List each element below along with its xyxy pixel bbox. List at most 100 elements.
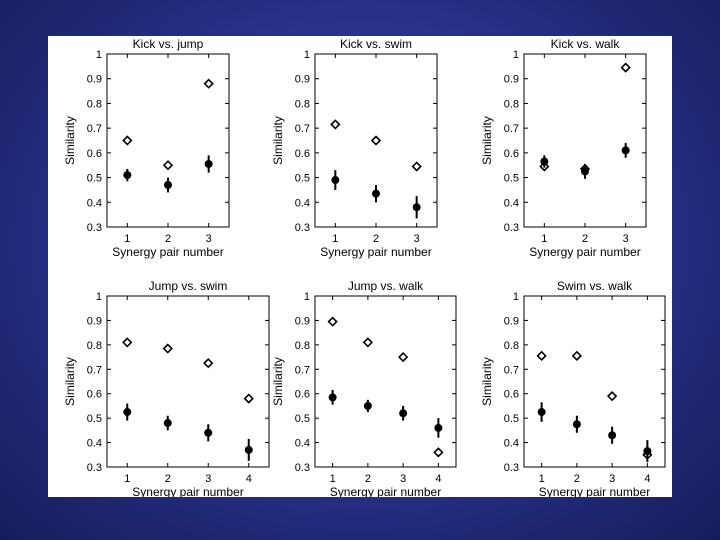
y-axis-label: Similarity [480, 116, 494, 165]
y-tick-label: 0.7 [87, 364, 102, 376]
y-axis-label: Similarity [271, 357, 285, 406]
diamond-marker [433, 447, 444, 458]
circle-marker [164, 180, 172, 189]
x-tick-label: 4 [246, 473, 252, 485]
circle-marker [372, 189, 380, 198]
y-tick-label: 0.5 [87, 413, 102, 425]
axes-frame [523, 53, 647, 228]
y-tick-label: 1 [513, 291, 519, 303]
diamond-marker [122, 337, 133, 348]
y-tick-label: 0.9 [504, 315, 519, 327]
diamond-marker [327, 316, 338, 327]
y-axis-label: Similarity [480, 357, 494, 406]
y-tick-label: 0.8 [295, 340, 310, 352]
y-tick-label: 0.6 [87, 389, 102, 401]
y-tick-label: 0.8 [504, 340, 519, 352]
y-tick-label: 0.5 [295, 173, 310, 185]
y-axis-label: Similarity [63, 116, 77, 165]
x-tick-label: 2 [165, 233, 171, 245]
circle-marker [204, 159, 213, 168]
circle-marker [331, 176, 340, 185]
y-tick-label: 0.9 [295, 74, 310, 86]
x-tick-label: 3 [414, 233, 420, 245]
x-tick-label: 3 [205, 473, 211, 485]
x-tick-label: 3 [206, 233, 212, 245]
y-tick-label: 0.3 [87, 222, 102, 234]
x-axis-label: Synergy pair number [132, 485, 243, 497]
circle-marker [244, 445, 253, 454]
y-tick-label: 0.6 [295, 148, 310, 160]
y-tick-label: 0.9 [87, 74, 102, 86]
y-tick-label: 1 [304, 49, 310, 61]
x-tick-label: 1 [541, 233, 547, 245]
y-tick-label: 0.7 [87, 123, 102, 135]
y-tick-label: 0.6 [504, 389, 519, 401]
chart-2: Kick vs. swim 0.3 0.4 0.5 0.6 0.7 0.8 0.9 1 1 2 3Sy… [271, 37, 438, 259]
circle-marker [643, 447, 652, 456]
y-tick-label: 0.6 [87, 148, 102, 160]
y-tick-label: 0.8 [504, 98, 519, 110]
chart-title: Jump vs. walk [348, 279, 424, 293]
x-tick-label: 1 [330, 473, 336, 485]
circle-marker [621, 146, 630, 155]
x-tick-label: 4 [435, 473, 441, 485]
axes-frame [523, 295, 666, 468]
diamond-marker [536, 350, 547, 361]
x-axis-label: Synergy pair number [539, 485, 650, 497]
x-tick-label: 2 [365, 473, 371, 485]
y-tick-label: 0.9 [504, 74, 519, 86]
y-tick-label: 0.8 [295, 98, 310, 110]
chart-title: Kick vs. walk [551, 37, 621, 51]
diamond-marker [162, 160, 174, 171]
chart-title: Kick vs. swim [340, 37, 412, 51]
y-tick-label: 0.8 [87, 340, 102, 352]
circle-marker [581, 167, 589, 176]
x-tick-label: 2 [574, 473, 580, 485]
y-axis-label: Similarity [63, 357, 77, 406]
y-tick-label: 1 [96, 291, 102, 303]
diamond-marker [370, 135, 382, 146]
circle-marker [163, 419, 172, 428]
diamond-marker [411, 161, 422, 172]
y-tick-label: 0.6 [504, 148, 519, 160]
x-tick-label: 3 [400, 473, 406, 485]
y-tick-label: 0.4 [87, 197, 102, 209]
x-tick-label: 2 [165, 473, 171, 485]
circle-marker [434, 423, 443, 432]
x-tick-label: 3 [623, 233, 629, 245]
y-tick-label: 0.5 [87, 173, 102, 185]
x-tick-label: 1 [124, 473, 130, 485]
y-tick-label: 0.8 [87, 98, 102, 110]
y-tick-label: 0.4 [504, 197, 519, 209]
x-tick-label: 1 [124, 233, 130, 245]
axes-frame [106, 295, 270, 468]
x-tick-label: 4 [644, 473, 650, 485]
diamond-marker [362, 337, 374, 348]
y-tick-label: 0.7 [295, 123, 310, 135]
circle-marker [123, 408, 132, 417]
y-tick-label: 0.5 [295, 413, 310, 425]
y-tick-label: 0.3 [504, 222, 519, 234]
diamond-marker [397, 351, 409, 363]
circle-marker [363, 401, 372, 410]
axes-frame [314, 295, 457, 468]
circle-marker [328, 393, 337, 402]
chart-1: Kick vs. jump 0.3 0.4 0.5 0.6 0.7 0.8 0.9 1 1 2 3Sy… [63, 37, 230, 259]
y-tick-label: 0.7 [504, 364, 519, 376]
y-tick-label: 0.3 [87, 462, 102, 474]
y-tick-label: 0.5 [504, 173, 519, 185]
diamond-marker [620, 62, 631, 73]
y-tick-label: 0.4 [87, 438, 102, 450]
circle-marker [123, 171, 132, 180]
y-tick-label: 0.6 [295, 389, 310, 401]
x-tick-label: 3 [609, 473, 615, 485]
diamond-marker [122, 135, 133, 146]
y-tick-label: 0.3 [504, 462, 519, 474]
y-tick-label: 0.9 [87, 315, 102, 327]
y-tick-label: 0.9 [295, 315, 310, 327]
circle-marker [572, 420, 581, 429]
y-tick-label: 0.3 [295, 222, 310, 234]
y-axis-label: Similarity [271, 116, 285, 165]
